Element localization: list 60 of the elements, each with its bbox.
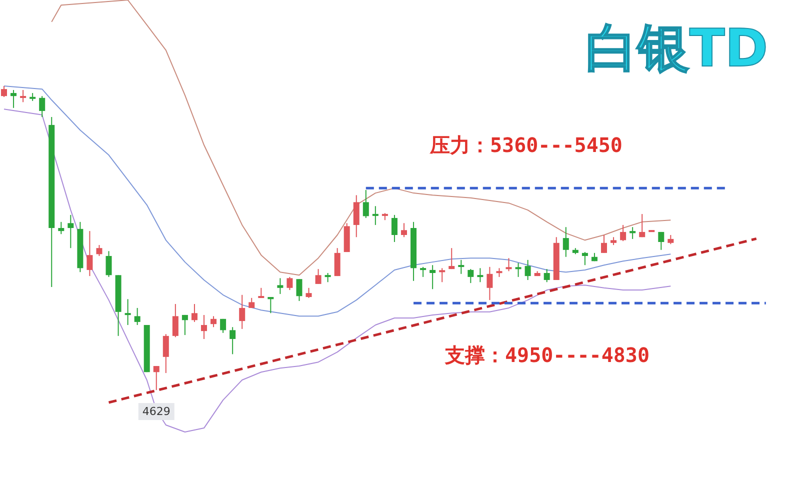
candlestick [372, 206, 378, 226]
candlestick [230, 326, 236, 355]
candlestick [324, 272, 331, 283]
candlestick [86, 230, 93, 277]
candlestick [524, 259, 531, 280]
candlestick [401, 222, 407, 238]
candlestick [10, 89, 17, 108]
candlestick [562, 226, 569, 258]
candlestick [39, 96, 46, 118]
candlestick [210, 316, 217, 328]
candlestick [248, 297, 255, 308]
candlestick [58, 221, 64, 235]
candlestick [258, 287, 264, 298]
candlestick [96, 244, 102, 256]
candlestick [201, 314, 207, 340]
candlestick [172, 304, 178, 338]
candlestick [544, 268, 550, 283]
candlestick [162, 334, 169, 374]
candlestick [620, 224, 626, 242]
candlestick [658, 231, 664, 250]
candlestick [277, 278, 284, 294]
candlestick [601, 234, 607, 254]
candlestick [486, 266, 493, 301]
candlestick [191, 304, 198, 322]
candlestick [315, 268, 322, 284]
candlestick [448, 248, 455, 270]
candlestick [134, 307, 140, 326]
candlestick [668, 234, 674, 245]
candlestick [353, 194, 360, 238]
candlestick [268, 296, 274, 314]
annotation: 4629 [142, 405, 170, 418]
candlestick [391, 214, 398, 242]
candlestick [630, 226, 636, 240]
candlestick [477, 268, 484, 283]
candlestick [362, 190, 369, 218]
annotation: 支撑：4950----4830 [444, 343, 650, 367]
candlestick [506, 258, 512, 272]
candlestick [439, 268, 446, 283]
candlestick [106, 250, 112, 278]
candlestick [20, 89, 26, 103]
candlestick [458, 259, 464, 274]
candlestick [515, 262, 522, 278]
candlestick [296, 278, 302, 302]
candlestick [306, 287, 312, 298]
candlestick [220, 318, 226, 334]
candlestick [468, 268, 474, 284]
candlestick [239, 294, 246, 330]
candlestick [582, 252, 588, 266]
candlestick [286, 276, 293, 291]
candlestick [68, 214, 74, 249]
annotation: 压力：5360---5450 [429, 133, 622, 157]
candlestick [182, 314, 188, 336]
candlestick [153, 366, 160, 391]
candlestick [1, 86, 7, 98]
candlestick [639, 214, 646, 238]
chart-title: 白银TD [585, 19, 768, 79]
candlestick [334, 248, 340, 277]
candlestick [124, 298, 131, 326]
candlestick [420, 266, 426, 278]
candlestick [430, 264, 436, 290]
